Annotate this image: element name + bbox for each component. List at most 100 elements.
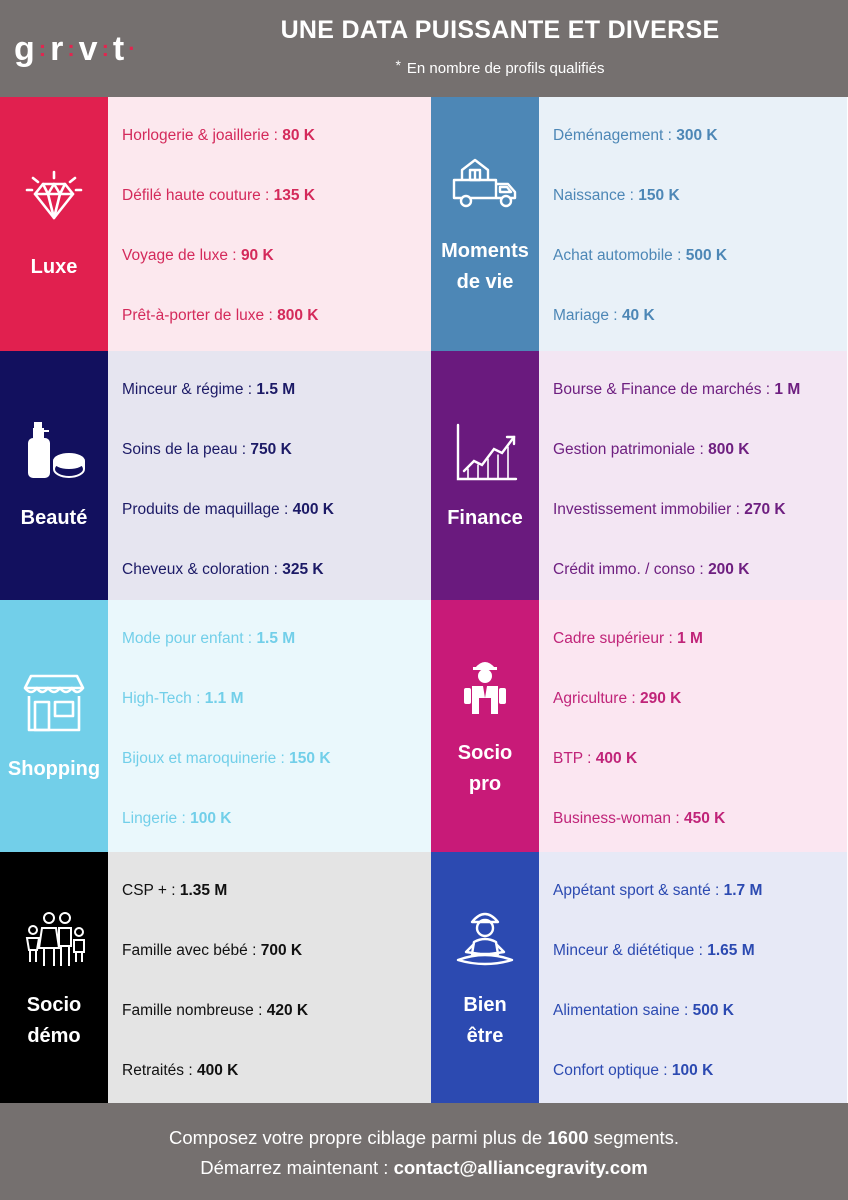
segment-item: Investissement immobilier : 270 K [553,501,786,519]
segment-list: Horlogerie & joaillerie : 80 K Défilé hau… [108,97,431,351]
segment-list: Bourse & Finance de marchés : 1 M Gestion… [539,351,847,600]
segment-name: Agriculture : [553,690,636,707]
diamond-icon [19,166,89,236]
meditation-icon [450,904,520,974]
family-icon [19,904,89,974]
segment-item: Prêt-à-porter de luxe : 800 K [122,307,318,325]
category-label: Moments de vie [441,240,529,293]
segment-count: 750 K [250,441,292,458]
segment-count: 800 K [708,441,750,458]
category-7: Socio démo CSP + : 1.35 M Famille avec béb… [0,852,431,1103]
segment-item: Famille avec bébé : 700 K [122,942,302,960]
moving-truck-icon [450,150,520,220]
segment-name: Lingerie : [122,810,186,827]
page-subtitle: * En nombre de profils qualifiés [180,57,820,77]
segment-item: Soins de la peau : 750 K [122,441,292,459]
category-2: Moments de vie Déménagement : 300 K Naissa… [431,97,847,351]
segment-count: 325 K [282,561,324,578]
segment-count: 90 K [240,247,274,264]
category-label: Luxe [30,255,78,278]
segment-count: 500 K [692,1002,734,1019]
segment-name: Appétant sport & santé : [553,882,720,899]
segment-name: Mariage : [553,307,618,324]
segment-count: 800 K [277,307,319,324]
segment-name: Bijoux et maroquinerie : [122,750,285,767]
segment-item: Confort optique : 100 K [553,1062,713,1080]
footer-line-1: Composez votre propre ciblage parmi plus… [0,1127,848,1149]
segment-count: 290 K [640,690,682,707]
segment-item: Crédit immo. / conso : 200 K [553,561,749,579]
segment-count: 450 K [683,810,726,827]
logo-letter: v [78,29,99,68]
segment-count: 135 K [273,187,316,204]
category-tile: Finance [431,351,539,600]
segment-name: High-Tech : [122,690,201,707]
segment-item: BTP : 400 K [553,750,637,768]
segment-count: 40 K [621,307,655,324]
category-1: Luxe Horlogerie & joaillerie : 80 K Défilé… [0,97,431,351]
segment-name: Famille nombreuse : [122,1002,263,1019]
segment-item: Naissance : 150 K [553,187,680,205]
header-banner: g : r : v : t · UNE DATA PUISSANTE ET DI… [0,0,848,97]
segment-name: Déménagement : [553,127,672,144]
segment-count: 1 M [774,381,801,398]
segment-name: Gestion patrimoniale : [553,441,704,458]
segment-item: CSP + : 1.35 M [122,882,227,900]
segment-item: Appétant sport & santé : 1.7 M [553,882,762,900]
segment-name: Confort optique : [553,1062,668,1079]
worker-icon [450,652,520,722]
segment-count: 400 K [196,1062,239,1079]
segment-count: 700 K [260,942,303,959]
segment-count: 420 K [266,1002,309,1019]
logo-letter: g [14,29,36,68]
segment-name: Bourse & Finance de marchés : [553,381,771,398]
subtitle-text: En nombre de profils qualifiés [406,60,605,77]
segment-item: Défilé haute couture : 135 K [122,187,315,205]
segment-count: 100 K [671,1062,714,1079]
category-tile: Luxe [0,97,108,351]
segment-item: High-Tech : 1.1 M [122,690,243,708]
segment-count: 1.1 M [204,690,244,707]
segment-name: Minceur & diététique : [553,942,703,959]
contact-email-link[interactable]: contact@alliancegravity.com [393,1157,648,1178]
segment-item: Agriculture : 290 K [553,690,681,708]
category-label: Beauté [20,507,88,529]
segment-count: 80 K [282,127,315,144]
category-4: Finance Bourse & Finance de marchés : 1 M… [431,351,847,600]
footer-text: Composez votre propre ciblage parmi plus… [168,1127,543,1148]
segment-item: Minceur & régime : 1.5 M [122,381,295,399]
segment-list: Mode pour enfant : 1.5 M High-Tech : 1.1 … [108,600,431,852]
segment-name: Famille avec bébé : [122,942,257,959]
segment-count: 150 K [638,187,680,204]
segment-name: Cadre supérieur : [553,630,673,647]
logo-letter: r [50,29,65,68]
segment-name: CSP + : [122,882,176,899]
footer-banner: Composez votre propre ciblage parmi plus… [0,1103,848,1200]
segment-item: Cadre supérieur : 1 M [553,630,703,648]
segment-item: Business-woman : 450 K [553,810,725,828]
logo-dots: : [38,36,48,61]
category-tile: Shopping [0,600,108,852]
segment-name: Prêt-à-porter de luxe : [122,307,273,324]
logo-dots: : [101,36,110,61]
segment-item: Horlogerie & joaillerie : 80 K [122,127,315,145]
segment-list: Cadre supérieur : 1 M Agriculture : 290 K… [539,600,847,852]
growth-chart-icon [450,417,520,487]
category-tile: Moments de vie [431,97,539,351]
segment-count: 1.35 M [179,882,228,899]
segment-count: 270 K [744,501,786,518]
page-title: UNE DATA PUISSANTE ET DIVERSE [280,16,720,44]
category-label: Bien être [463,993,507,1047]
category-tile: Socio pro [431,600,539,852]
segment-count: 1.7 M [723,882,763,899]
segment-item: Lingerie : 100 K [122,810,231,828]
category-tile: Bien être [431,852,539,1103]
cosmetics-icon [19,417,89,487]
segment-item: Minceur & diététique : 1.65 M [553,942,755,960]
segment-name: Investissement immobilier : [553,501,740,518]
segment-name: Minceur & régime : [122,381,253,398]
category-tile: Socio démo [0,852,108,1103]
category-label: Shopping [7,757,101,780]
segment-item: Cheveux & coloration : 325 K [122,561,324,579]
segment-item: Retraités : 400 K [122,1062,238,1080]
